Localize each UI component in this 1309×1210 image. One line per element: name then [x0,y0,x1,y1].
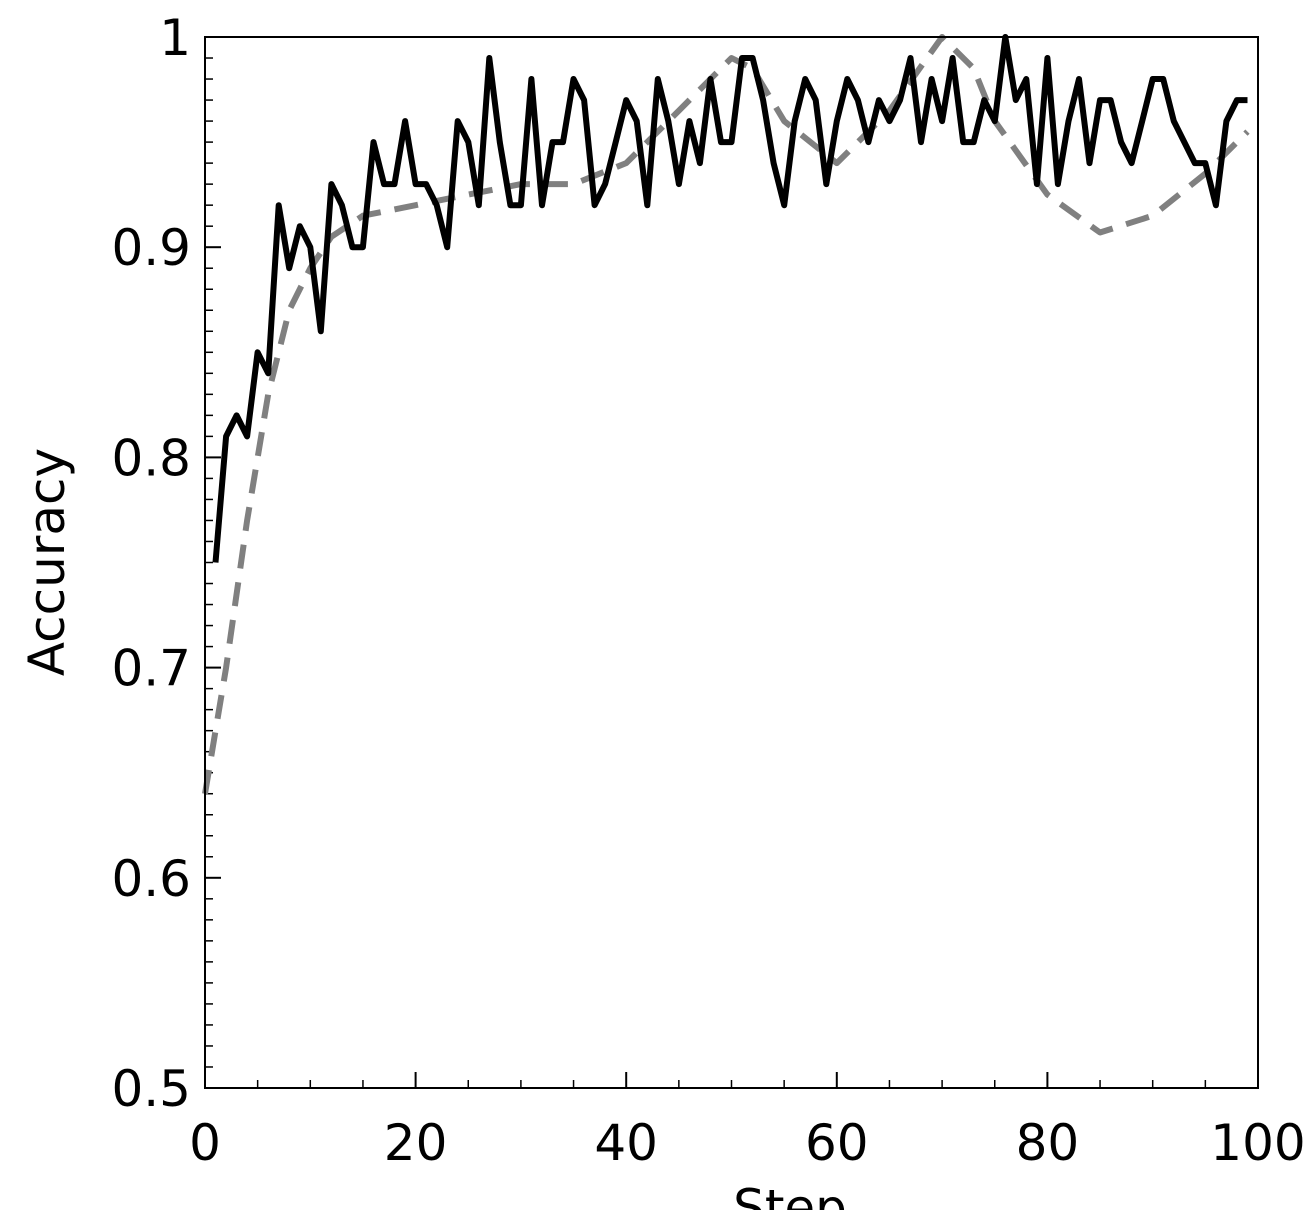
x-tick-label: 20 [384,1114,448,1172]
y-tick-label: 1 [159,9,191,67]
y-axis-label: Accuracy [18,448,76,676]
x-tick-label: 0 [189,1114,221,1172]
series-line [202,34,1250,795]
y-tick-label: 0.9 [111,219,191,277]
y-tick-label: 0.7 [111,640,191,698]
x-tick-label: 80 [1016,1114,1080,1172]
x-tick-label: 60 [805,1114,869,1172]
x-tick-label: 40 [594,1114,658,1172]
y-tick-label: 0.5 [111,1060,191,1118]
y-tick-label: 0.6 [111,850,191,908]
y-tick-label: 0.8 [111,429,191,487]
x-tick-label: 100 [1210,1114,1305,1172]
plot-frame [204,36,1259,1089]
x-axis-label: Step [733,1179,847,1210]
series-line [212,34,1248,563]
